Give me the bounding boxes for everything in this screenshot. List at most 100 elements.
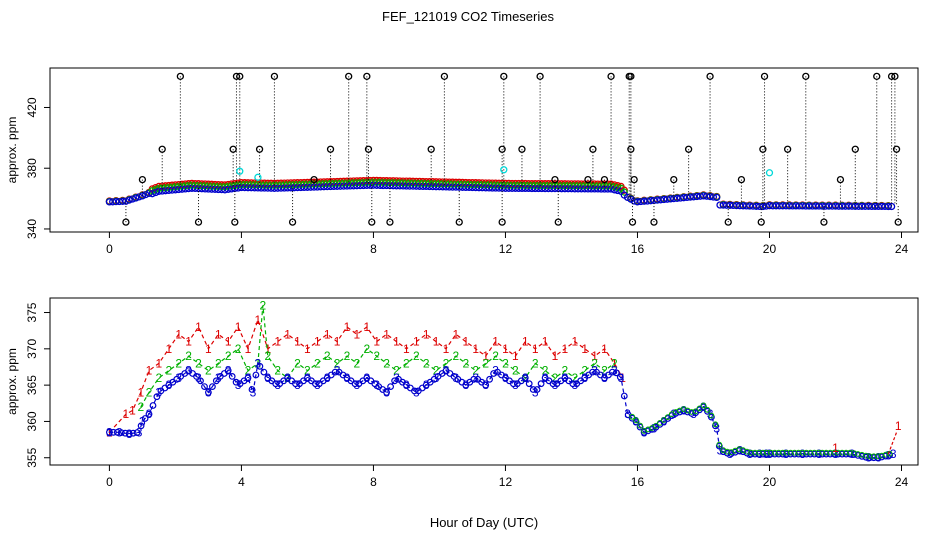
series-2-label: 2 (344, 349, 351, 363)
series-2-label: 2 (264, 349, 271, 363)
top-outlier-lowmid-point (600, 175, 609, 184)
bottom-series-2-point (752, 449, 758, 456)
bottom-series-2-point (767, 449, 774, 456)
series-2-label: 2 (433, 364, 440, 378)
bottom-series-3-point (735, 447, 743, 455)
bottom-series-3-point (799, 450, 806, 458)
series-1-label: 1 (255, 313, 262, 327)
series-2-label: 2 (274, 364, 281, 378)
bottom-series-3-point (708, 413, 715, 421)
bottom-series-3-point (759, 450, 767, 458)
series-2-label: 2 (363, 342, 370, 356)
series-2-label: 2 (324, 349, 331, 363)
series-2-label: 2 (522, 371, 529, 385)
bottom-series-3-point (612, 369, 620, 377)
series-3-label: 3 (482, 378, 489, 392)
bottom-series-2-point (760, 449, 766, 456)
bottom-series-2-point (803, 449, 810, 456)
series-2-label: 2 (146, 385, 153, 399)
bottom-series-3-point (700, 403, 707, 411)
top-outlier-lowmid-point (630, 175, 638, 184)
bottom-series-3-point (854, 452, 862, 459)
series-3-label: 3 (255, 356, 262, 370)
series-3-label: 3 (618, 371, 625, 385)
top-outlier-lowmid-point (737, 175, 746, 184)
bottom-series-3-point (620, 392, 628, 400)
top-panel-y-axis-title: approx. ppm (5, 117, 19, 184)
bottom-series-2-point (664, 414, 671, 421)
series-2-label: 2 (472, 364, 479, 378)
chart-title: FEF_121019 CO2 Timeseries (382, 9, 554, 24)
series-1-label: 1 (413, 335, 420, 349)
series-1-label: 1 (165, 342, 172, 356)
top-outlier-low-point (757, 218, 765, 226)
top-outlier-mid-point (518, 145, 526, 153)
bottom-series-3-point (842, 450, 850, 458)
series-1-label: 1 (433, 335, 440, 349)
top-series-2-point (620, 188, 628, 196)
bottom-series-2-point (696, 405, 703, 412)
top-panel-y-tick-label: 420 (25, 97, 39, 117)
bottom-series-3-point (783, 450, 790, 458)
series-3-label: 3 (661, 414, 668, 428)
series-1-label: 1 (314, 335, 321, 349)
top-series-3-point (132, 194, 140, 202)
top-outlier-low-point (194, 218, 203, 226)
top-outlier-mid-point (851, 145, 859, 153)
series-3-label: 3 (245, 371, 252, 385)
series-1-label: 1 (344, 320, 351, 334)
series-3-label: 3 (344, 371, 351, 385)
bottom-series-2-point (763, 449, 770, 456)
bottom-series-3-point (549, 380, 557, 388)
series-2-label: 2 (581, 364, 588, 378)
bottom-series-2-point (866, 453, 873, 460)
top-outlier-high-point (440, 72, 449, 81)
bottom-series-3-point (850, 451, 858, 458)
bottom-series-3-point (771, 450, 779, 458)
series-1-label: 1 (393, 335, 400, 349)
bottom-panel-x-tick-label: 24 (895, 475, 909, 489)
bottom-series-3-point (232, 378, 240, 386)
series-2-label: 2 (562, 364, 569, 378)
bottom-series-3-point (834, 450, 842, 458)
bottom-series-3-point (391, 377, 399, 385)
bottom-series-2-point (811, 449, 818, 456)
series-2-label: 2 (423, 356, 430, 370)
bottom-series-3-point (486, 375, 494, 383)
top-series-3-point (709, 193, 718, 201)
top-outlier-mid-point (427, 145, 435, 153)
top-outlier-high-point (607, 72, 615, 81)
bottom-series-3-point (193, 373, 200, 380)
bottom-series-3-point (715, 442, 723, 450)
bottom-series-3-point (818, 450, 826, 458)
series-1-label: 1 (264, 342, 271, 356)
bottom-series-3-point (145, 410, 153, 418)
series-3-label: 3 (799, 447, 806, 461)
bottom-series-3-point (731, 448, 739, 456)
top-outlier-high-point (500, 72, 508, 81)
bottom-series-3-point (814, 450, 822, 458)
bottom-series-3-point (787, 450, 794, 458)
top-series-3-point (884, 202, 892, 211)
series-3-label: 3 (146, 407, 153, 421)
series-3-label: 3 (324, 371, 331, 385)
series-1-label: 1 (129, 404, 136, 418)
top-outlier-low-point (650, 218, 658, 226)
bottom-series-3-point (755, 450, 763, 458)
top-outlier-high-point (270, 72, 279, 81)
top-outlier-low-point (628, 218, 637, 226)
bottom-series-3-point (208, 383, 216, 391)
series-2-label: 2 (403, 356, 410, 370)
bottom-series-3-point (807, 450, 814, 458)
top-outlier-lowmid-point (670, 175, 678, 184)
series-1-label: 1 (195, 320, 202, 334)
series-3-label: 3 (522, 371, 529, 385)
series-2-label: 2 (235, 342, 242, 356)
series-1-label: 1 (205, 342, 212, 356)
bottom-series-3-point (866, 454, 874, 462)
bottom-series-2-point (712, 421, 719, 428)
top-series-3-point (138, 192, 147, 200)
top-series-3-point (703, 192, 711, 200)
series-1-label: 1 (123, 407, 130, 421)
bottom-series-2-point (756, 449, 762, 456)
